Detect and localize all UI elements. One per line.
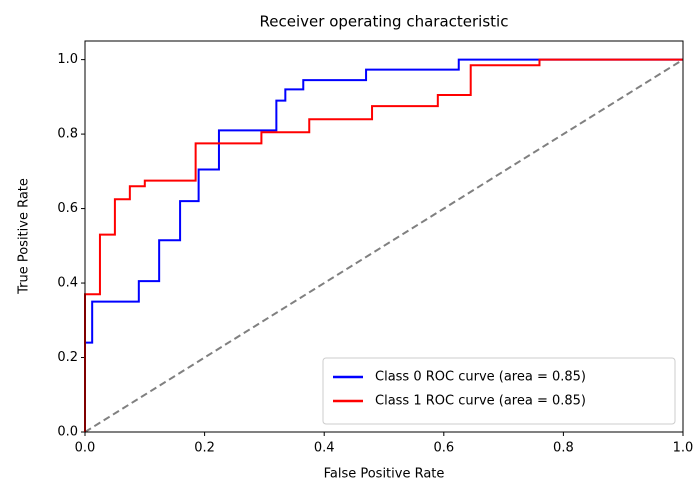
x-tick-label: 0.0 [75, 441, 96, 456]
y-tick-label: 0.2 [57, 350, 78, 365]
x-tick-label: 1.0 [673, 441, 694, 456]
y-tick-label: 1.0 [57, 52, 78, 67]
x-tick-label: 0.2 [194, 441, 215, 456]
y-tick-label: 0.0 [57, 425, 78, 440]
legend-label: Class 0 ROC curve (area = 0.85) [375, 370, 586, 385]
y-axis-label: True Positive Rate [17, 178, 32, 295]
roc-curve [84, 58, 683, 432]
legend-label: Class 1 ROC curve (area = 0.85) [375, 394, 586, 409]
roc-curve [84, 58, 683, 432]
x-tick-label: 0.4 [314, 441, 335, 456]
chart-title: Receiver operating characteristic [260, 13, 509, 31]
legend-box [322, 357, 676, 425]
y-tick-label: 0.8 [57, 127, 78, 142]
y-tick-label: 0.4 [57, 276, 78, 291]
x-tick-label: 0.8 [553, 441, 574, 456]
y-tick-label: 0.6 [57, 201, 78, 216]
x-tick-label: 0.6 [433, 441, 454, 456]
reference-line [84, 58, 684, 433]
x-axis-label: False Positive Rate [324, 467, 445, 482]
plot-frame [84, 40, 684, 433]
